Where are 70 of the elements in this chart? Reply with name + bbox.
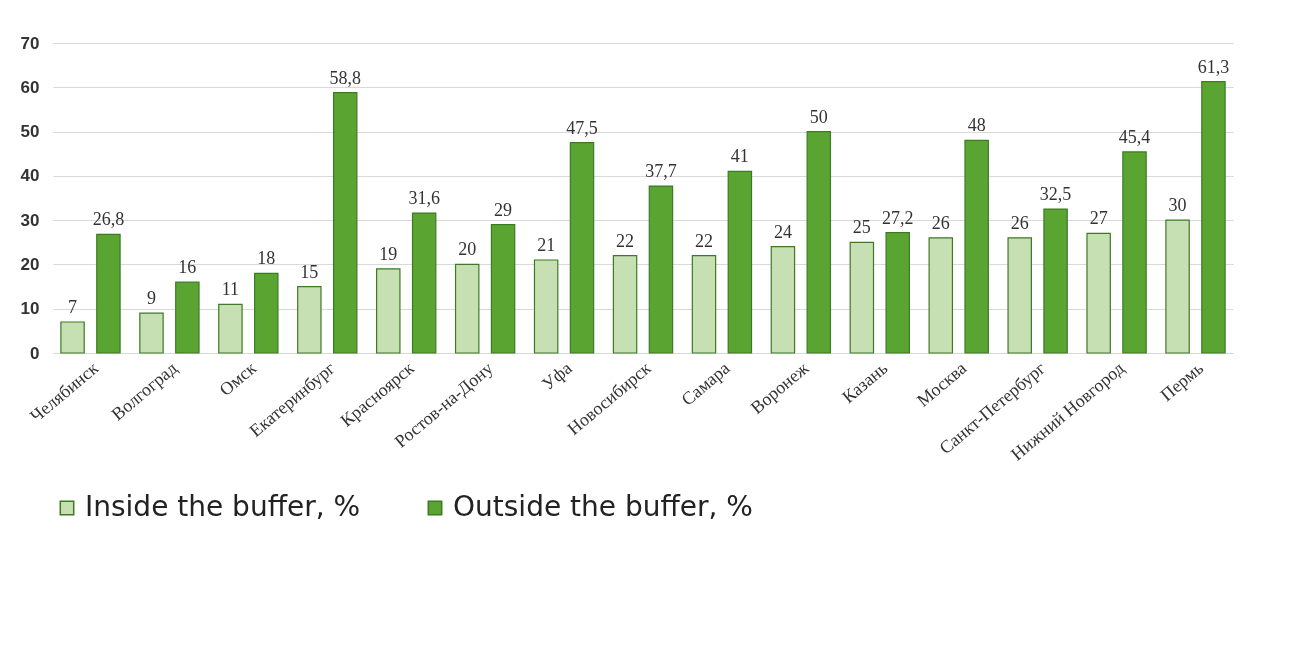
bar: [218, 303, 243, 354]
data-label: 9: [146, 288, 156, 309]
data-label: 31,6: [408, 188, 440, 209]
data-label: 29: [494, 199, 513, 220]
data-label: 30: [1168, 195, 1187, 216]
bar: [727, 170, 753, 354]
bar: [849, 241, 875, 354]
bar: [1086, 232, 1111, 354]
data-label: 26,8: [92, 209, 125, 230]
data-label: 15: [300, 261, 319, 282]
data-label: 19: [379, 243, 398, 264]
bar: [770, 246, 796, 354]
bar: [533, 259, 559, 354]
data-label: 16: [178, 257, 197, 278]
data-label: 21: [537, 235, 556, 255]
bar: [254, 272, 279, 354]
y-tick-label: 10: [20, 299, 40, 319]
data-label: 47,5: [566, 117, 598, 138]
bar: [454, 263, 480, 354]
data-label: 50: [809, 106, 828, 127]
data-label: 26: [1010, 212, 1029, 233]
bar: [175, 281, 200, 354]
y-tick-label: 70: [20, 33, 40, 53]
bar: [1201, 80, 1226, 354]
bar: [612, 254, 638, 354]
data-label: 24: [773, 221, 792, 242]
bar: [885, 231, 910, 354]
bar: [1007, 237, 1032, 354]
bar: [60, 321, 85, 354]
data-label: 22: [616, 230, 635, 251]
data-label: 27,2: [881, 207, 914, 228]
bar: [806, 130, 832, 354]
legend-label: Inside the buffer, %: [85, 490, 361, 523]
data-label: 48: [967, 115, 986, 136]
data-label: 37,7: [645, 161, 677, 182]
y-tick-label: 60: [20, 77, 40, 97]
data-label: 20: [458, 239, 477, 260]
y-tick-label: 40: [20, 166, 40, 186]
bar: [332, 92, 358, 354]
data-label: 45,4: [1118, 126, 1151, 147]
data-label: 18: [257, 248, 276, 269]
y-tick-label: 0: [30, 343, 40, 363]
y-tick-label: 20: [20, 254, 40, 274]
data-label: 32,5: [1039, 184, 1072, 205]
y-tick-label: 30: [20, 210, 40, 230]
data-label: 41: [730, 146, 749, 167]
bar: [928, 237, 954, 354]
bar: [96, 233, 121, 354]
bar: [691, 254, 717, 354]
bar: [1122, 151, 1147, 354]
data-label: 11: [221, 279, 240, 300]
bar: [411, 212, 437, 354]
data-label: 22: [694, 230, 713, 251]
bar: [1165, 219, 1190, 354]
bar: [490, 223, 516, 354]
bar: [569, 142, 595, 354]
data-label: 58,8: [329, 67, 361, 88]
bar: [139, 312, 164, 354]
legend-label: Outside the buffer, %: [453, 490, 753, 523]
bar: [964, 139, 989, 354]
bar: [376, 268, 401, 354]
data-label: 7: [68, 297, 78, 317]
data-label: 27: [1089, 208, 1108, 229]
bar: [648, 185, 674, 354]
bar: [1043, 208, 1068, 354]
data-label: 61,3: [1197, 56, 1230, 77]
data-label: 25: [852, 217, 871, 238]
bar: [297, 285, 322, 354]
y-tick-label: 50: [20, 122, 40, 142]
data-label: 26: [931, 212, 950, 233]
